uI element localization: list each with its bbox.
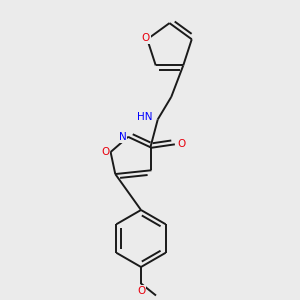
- Text: O: O: [177, 139, 186, 149]
- Text: O: O: [101, 147, 109, 157]
- Text: N: N: [119, 132, 127, 142]
- Text: HN: HN: [137, 112, 152, 122]
- Text: O: O: [137, 286, 145, 296]
- Text: O: O: [142, 33, 150, 43]
